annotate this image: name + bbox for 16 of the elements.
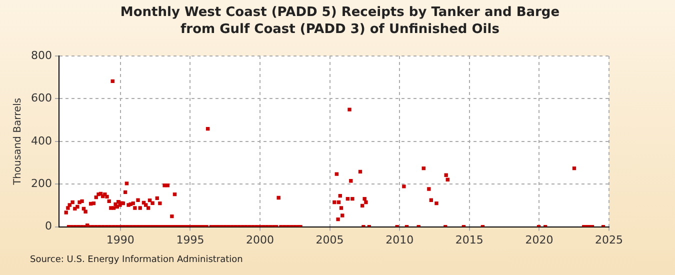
chart-title: Monthly West Coast (PADD 5) Receipts by Tanker and Barge from Gulf Coast (PADD 3) of Unfinished Oils xyxy=(119,4,561,38)
x-tick-label: 2000 xyxy=(246,233,274,246)
x-tick-label: 1995 xyxy=(176,233,204,246)
x-tick-label: 1990 xyxy=(106,233,134,246)
x-tick-label: 2010 xyxy=(386,233,414,246)
y-tick-label: 600 xyxy=(30,92,52,105)
x-tick-label: 2020 xyxy=(525,233,554,246)
y-axis-title: Thousand Barrels xyxy=(12,98,24,186)
x-tick-label: 2015 xyxy=(455,233,484,246)
x-tick-label: 2025 xyxy=(595,233,623,246)
source-note: Source: U.S. Energy Information Administration xyxy=(30,255,243,265)
y-tick-label: 400 xyxy=(30,134,52,148)
y-tick-label: 800 xyxy=(30,48,52,62)
y-tick-label: 200 xyxy=(30,176,52,190)
x-tick-label: 2005 xyxy=(316,233,344,246)
y-tick-label: 0 xyxy=(44,220,52,233)
